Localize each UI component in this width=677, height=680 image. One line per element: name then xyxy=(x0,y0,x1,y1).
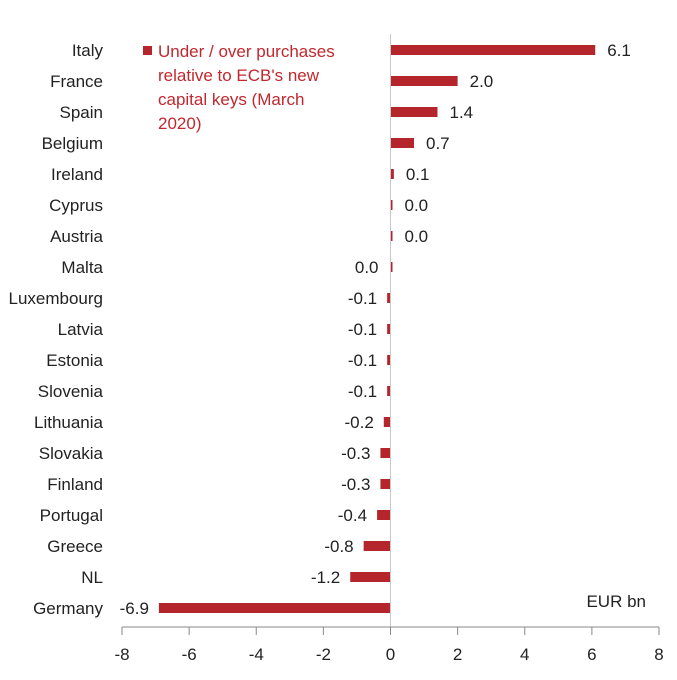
bar xyxy=(387,293,391,303)
legend-swatch xyxy=(143,46,152,55)
bar xyxy=(390,169,394,179)
bar xyxy=(390,231,393,241)
legend-line: 2020) xyxy=(158,114,201,133)
category-label: Malta xyxy=(61,258,103,277)
legend-label: Under / over purchases relative to ECB's … xyxy=(158,42,335,133)
value-label: 6.1 xyxy=(607,41,631,60)
category-label: Spain xyxy=(60,103,103,122)
category-label: Italy xyxy=(72,41,104,60)
value-labels: 6.1 2.0 1.4 0.7 0.1 0.0 0.0 0.0 -0.1 -0.1 -0.1 -0.1… xyxy=(120,41,631,618)
bar xyxy=(377,510,391,520)
category-label: Luxembourg xyxy=(8,289,103,308)
bar xyxy=(383,417,391,427)
bar xyxy=(390,45,596,55)
x-tick-label: 6 xyxy=(587,645,596,664)
category-label: Slovakia xyxy=(39,444,104,463)
value-label: -0.8 xyxy=(324,537,353,556)
value-label: 0.0 xyxy=(355,258,379,277)
value-label: 0.1 xyxy=(406,165,430,184)
value-label: 1.4 xyxy=(449,103,473,122)
category-label: France xyxy=(50,72,103,91)
unit-label: EUR bn xyxy=(586,592,646,611)
category-label: Ireland xyxy=(51,165,103,184)
bar xyxy=(390,262,393,272)
category-label: Austria xyxy=(50,227,103,246)
bar xyxy=(380,479,391,489)
x-tick-label: 4 xyxy=(520,645,529,664)
category-label: Estonia xyxy=(46,351,103,370)
value-label: 0.7 xyxy=(426,134,450,153)
x-tick-label: -4 xyxy=(249,645,264,664)
bar xyxy=(387,355,391,365)
value-label: -0.1 xyxy=(348,382,377,401)
bar xyxy=(390,76,458,86)
x-tick-label: 0 xyxy=(386,645,395,664)
value-label: -0.2 xyxy=(344,413,373,432)
category-label: Belgium xyxy=(42,134,103,153)
value-label: 0.0 xyxy=(405,227,429,246)
value-label: -0.1 xyxy=(348,351,377,370)
value-label: -0.1 xyxy=(348,320,377,339)
x-axis: -8 -6 -4 -2 0 2 4 6 8 xyxy=(114,626,664,664)
category-label: Latvia xyxy=(58,320,104,339)
legend-line: Under / over purchases xyxy=(158,42,335,61)
bar xyxy=(387,324,391,334)
bars-group xyxy=(158,45,596,613)
category-label: Greece xyxy=(47,537,103,556)
x-tick-label: 8 xyxy=(654,645,663,664)
bar xyxy=(350,572,391,582)
bar xyxy=(387,386,391,396)
legend-line: relative to ECB's new xyxy=(158,66,320,85)
value-label: -0.4 xyxy=(338,506,367,525)
x-tick-label: -2 xyxy=(316,645,331,664)
x-tick-label: -6 xyxy=(182,645,197,664)
bar xyxy=(158,603,391,613)
x-tick-label: -8 xyxy=(114,645,129,664)
bar xyxy=(390,107,438,117)
value-label: -0.3 xyxy=(341,475,370,494)
category-labels: Italy France Spain Belgium Ireland Cyprus Aust… xyxy=(8,41,103,618)
legend: Under / over purchases relative to ECB's … xyxy=(143,42,335,133)
category-label: Portugal xyxy=(40,506,103,525)
category-label: Slovenia xyxy=(38,382,104,401)
bar xyxy=(390,200,393,210)
category-label: Cyprus xyxy=(49,196,103,215)
value-label: -1.2 xyxy=(311,568,340,587)
x-ticks: -8 -6 -4 -2 0 2 4 6 8 xyxy=(114,627,664,664)
category-label: Finland xyxy=(47,475,103,494)
legend-line: capital keys (March xyxy=(158,90,304,109)
category-label: Germany xyxy=(33,599,103,618)
value-label: -0.1 xyxy=(348,289,377,308)
x-tick-label: 2 xyxy=(453,645,462,664)
value-label: -0.3 xyxy=(341,444,370,463)
value-label: -6.9 xyxy=(120,599,149,618)
bar xyxy=(380,448,391,458)
bar xyxy=(390,138,414,148)
category-label: NL xyxy=(81,568,103,587)
bar xyxy=(363,541,391,551)
value-label: 0.0 xyxy=(405,196,429,215)
category-label: Lithuania xyxy=(34,413,104,432)
value-label: 2.0 xyxy=(470,72,494,91)
